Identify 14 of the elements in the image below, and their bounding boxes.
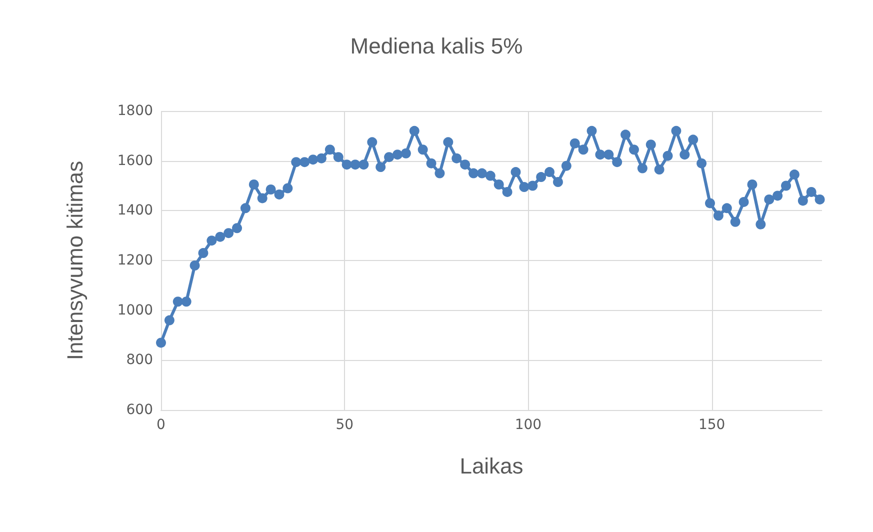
y-tick-label: 600 xyxy=(126,402,153,418)
y-tick-label: 1800 xyxy=(117,103,153,119)
x-tick-label: 50 xyxy=(336,417,354,433)
y-tick-label: 1000 xyxy=(117,302,153,318)
x-tick-label: 0 xyxy=(156,417,166,433)
x-tick-label: 150 xyxy=(698,417,726,433)
y-axis-title: Intensyvumo kitimas xyxy=(62,160,88,360)
x-axis-title: Laikas xyxy=(460,454,524,478)
y-tick-label: 1200 xyxy=(117,252,153,268)
y-tick-label: 1600 xyxy=(117,152,153,169)
x-tick-label: 100 xyxy=(514,417,542,433)
y-tick-label: 1400 xyxy=(117,202,153,219)
y-tick-label: 800 xyxy=(126,352,153,368)
chart-title: Mediena kalis 5% xyxy=(350,34,523,58)
